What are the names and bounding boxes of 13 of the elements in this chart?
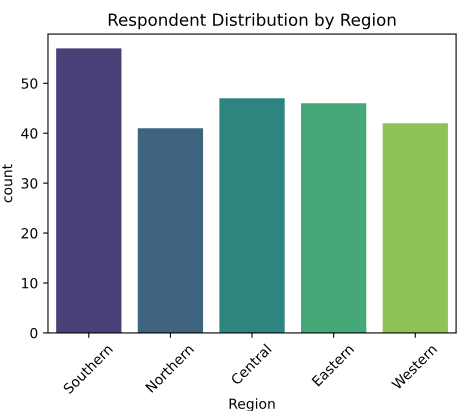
y-tick-label: 10	[22, 278, 38, 288]
bar	[382, 123, 448, 333]
y-tick-label: 30	[22, 178, 38, 189]
bar	[56, 48, 122, 333]
y-axis-title: count	[2, 164, 12, 202]
y-tick-label: 0	[30, 328, 38, 338]
bar	[138, 128, 204, 333]
bar	[301, 103, 366, 333]
bar	[219, 98, 285, 333]
chart-title: Respondent Distribution by Region	[108, 13, 396, 30]
y-tick-label: 20	[22, 228, 38, 239]
y-tick-label: 40	[21, 128, 38, 139]
y-tick-label: 50	[22, 78, 38, 89]
